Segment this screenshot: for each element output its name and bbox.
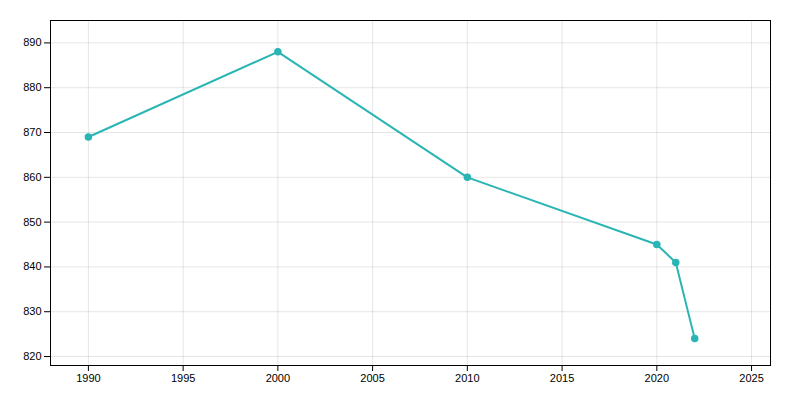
svg-text:2000: 2000 — [266, 372, 290, 384]
svg-text:2015: 2015 — [550, 372, 574, 384]
svg-text:2025: 2025 — [739, 372, 763, 384]
svg-text:860: 860 — [23, 171, 41, 183]
svg-text:820: 820 — [23, 350, 41, 362]
svg-text:850: 850 — [23, 216, 41, 228]
svg-text:890: 890 — [23, 36, 41, 48]
svg-text:1990: 1990 — [76, 372, 100, 384]
svg-text:870: 870 — [23, 126, 41, 138]
svg-text:2020: 2020 — [645, 372, 669, 384]
svg-text:840: 840 — [23, 260, 41, 272]
svg-text:1995: 1995 — [171, 372, 195, 384]
svg-text:2010: 2010 — [455, 372, 479, 384]
svg-text:2005: 2005 — [360, 372, 384, 384]
svg-text:830: 830 — [23, 305, 41, 317]
svg-text:880: 880 — [23, 81, 41, 93]
